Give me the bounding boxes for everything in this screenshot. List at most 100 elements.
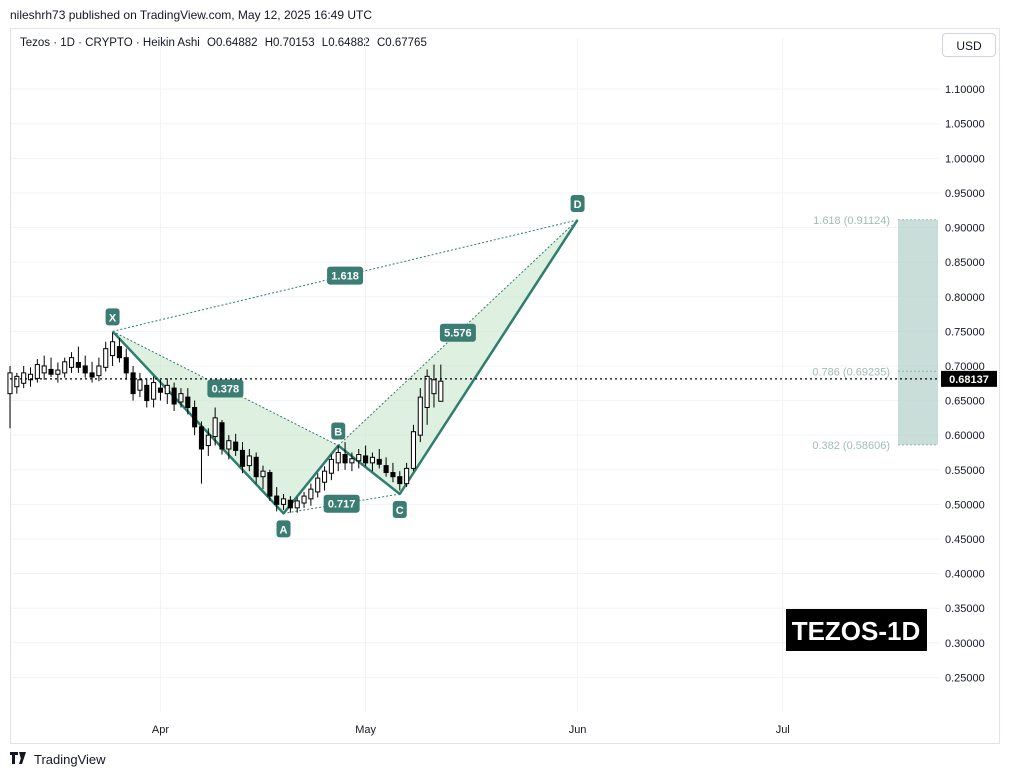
watermark-label: TEZOS-1D <box>792 616 921 646</box>
ratio-label: 1.618 <box>331 271 359 283</box>
candle-body <box>198 426 205 450</box>
candle <box>178 388 184 408</box>
y-tick-label: 0.65000 <box>945 396 985 408</box>
pattern-point-badge <box>392 501 407 518</box>
candle <box>267 469 273 501</box>
candle-body <box>144 384 150 402</box>
candle <box>260 465 266 490</box>
candle-body <box>239 449 246 467</box>
y-tick-label: 0.75000 <box>945 326 985 338</box>
candle-body <box>404 467 410 485</box>
candle-body <box>34 364 40 379</box>
y-tick-label: 1.00000 <box>945 153 985 165</box>
candle <box>246 449 252 472</box>
candle-body <box>89 372 95 378</box>
candle <box>212 407 218 446</box>
ratio-label: 5.576 <box>444 328 472 340</box>
candle <box>144 378 150 408</box>
pattern-point-label: C <box>396 505 404 517</box>
candle <box>308 483 314 506</box>
candle-body <box>233 441 239 451</box>
candle <box>404 462 410 488</box>
footer-brand-text[interactable]: TradingView <box>34 752 106 767</box>
fib-level-label: 0.382 (0.58606) <box>812 440 890 452</box>
y-tick-label: 0.40000 <box>945 569 985 581</box>
candle <box>397 471 403 491</box>
candle <box>164 378 170 405</box>
candle <box>349 452 355 472</box>
symbol-title[interactable]: Tezos · 1D · CRYPTO · Heikin Ashi <box>20 37 200 49</box>
candle-body <box>164 384 170 395</box>
currency-button[interactable]: USD <box>942 33 996 57</box>
candle <box>315 473 321 498</box>
current-price-label: 0.68137 <box>949 374 989 386</box>
x-tick-label: Apr <box>152 724 169 736</box>
candle-body <box>192 406 198 428</box>
candle <box>96 357 102 382</box>
candle-body <box>212 417 218 438</box>
candle-body <box>14 375 20 388</box>
candle <box>438 364 444 402</box>
pattern-point-label: D <box>574 199 582 211</box>
candle <box>157 379 163 401</box>
candle-body <box>21 372 27 384</box>
candle-body <box>82 365 88 374</box>
tradingview-logo-icon <box>10 752 30 767</box>
y-tick-label: 0.70000 <box>945 361 985 373</box>
candle-body <box>157 387 163 393</box>
candle-body <box>335 451 341 464</box>
candle <box>27 367 34 387</box>
candle <box>383 457 389 477</box>
candle <box>239 442 246 474</box>
candle-body <box>27 373 34 381</box>
candle <box>14 372 20 394</box>
candle-body <box>342 454 348 464</box>
pattern-point-label: X <box>109 312 117 324</box>
candle <box>192 400 198 436</box>
candle <box>294 497 300 513</box>
candle-body <box>301 495 307 504</box>
y-tick-label: 0.60000 <box>945 430 985 442</box>
x-tick-label: May <box>355 724 376 736</box>
symbol-info-bar: Tezos · 1D · CRYPTO · Heikin Ashi O0.648… <box>20 37 431 49</box>
candle <box>280 494 287 510</box>
candle-body <box>260 470 266 478</box>
candle <box>7 365 13 429</box>
candle <box>363 445 369 467</box>
candle <box>417 388 423 443</box>
x-tick-label: Jun <box>569 724 587 736</box>
candle-body <box>274 495 280 505</box>
pattern-point-badge <box>570 194 585 212</box>
y-tick-label: 0.95000 <box>945 188 985 200</box>
candle <box>226 435 232 460</box>
candle-body <box>363 455 369 464</box>
candle <box>253 452 259 484</box>
candle-body <box>103 348 109 368</box>
candle-body <box>226 440 232 450</box>
candle <box>335 445 341 472</box>
candle <box>185 388 191 415</box>
candle-body <box>280 498 287 505</box>
candle <box>356 449 362 469</box>
candle-body <box>246 455 252 467</box>
candle-body <box>253 456 259 478</box>
pattern-fill-xab <box>112 331 339 514</box>
ohlc-close: C0.67765 <box>376 37 427 49</box>
candle <box>301 491 307 508</box>
ratio-label: 0.378 <box>212 383 240 395</box>
candle <box>424 369 430 425</box>
y-tick-label: 1.05000 <box>945 119 985 131</box>
ohlc-low: L0.64882 <box>321 37 370 49</box>
candle <box>123 348 129 380</box>
y-tick-label: 0.35000 <box>945 603 985 615</box>
candle <box>103 341 109 372</box>
candle <box>328 454 334 481</box>
y-tick-label: 0.80000 <box>945 292 985 304</box>
candle <box>431 364 437 408</box>
candle <box>82 355 88 378</box>
candle-body <box>315 477 321 493</box>
candle <box>233 433 239 456</box>
y-tick-label: 0.55000 <box>945 465 985 477</box>
y-tick-label: 0.90000 <box>945 223 985 235</box>
